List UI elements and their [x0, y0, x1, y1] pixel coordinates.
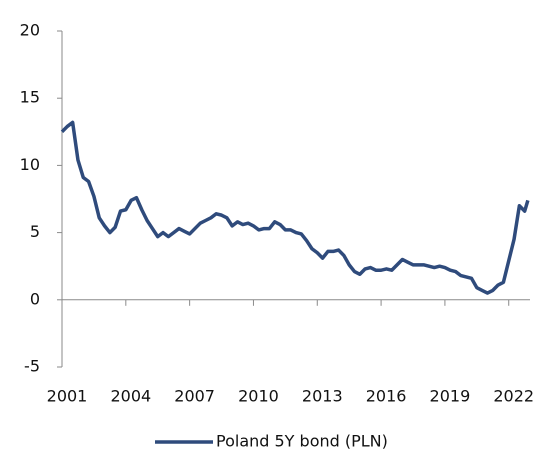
x-tick-label: 2022 — [493, 387, 534, 406]
x-tick-label: 2001 — [47, 387, 88, 406]
y-tick-label: -5 — [24, 357, 40, 376]
series-line — [60, 120, 530, 295]
legend-label: Poland 5Y bond (PLN) — [216, 432, 388, 451]
y-tick-label: 0 — [30, 289, 40, 308]
x-tick-label: 2010 — [238, 387, 279, 406]
x-tick-label: 2004 — [110, 387, 151, 406]
x-tick-label: 2019 — [430, 387, 471, 406]
y-tick-label: 10 — [20, 155, 40, 174]
x-tick-label: 2016 — [366, 387, 407, 406]
y-tick-label: 20 — [20, 21, 40, 40]
x-tick-label: 2007 — [174, 387, 215, 406]
y-tick-label: 15 — [20, 88, 40, 107]
x-tick-label: 2013 — [302, 387, 343, 406]
y-tick-label: 5 — [30, 222, 40, 241]
